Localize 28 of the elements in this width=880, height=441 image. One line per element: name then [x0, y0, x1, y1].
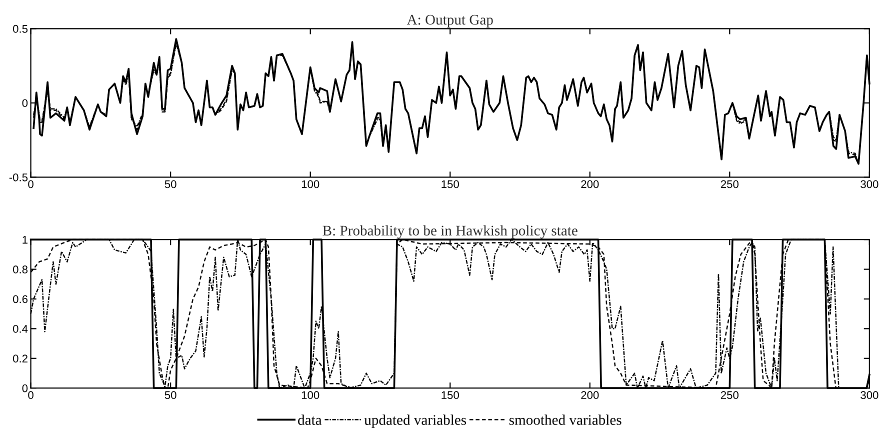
chart-title: B: Probability to be in Hawkish policy state: [322, 225, 578, 239]
chart-title: A: Output Gap: [406, 14, 493, 28]
x-tick-label: 0: [28, 180, 34, 188]
x-tick-label: 200: [581, 391, 599, 400]
legend-label: data: [298, 414, 322, 425]
y-tick-label: 0.4: [13, 324, 28, 333]
legend-label: smoothed variables: [509, 414, 622, 425]
x-tick-label: 50: [164, 391, 176, 400]
x-tick-label: 200: [581, 180, 599, 188]
x-tick-label: 300: [860, 180, 878, 188]
x-tick-label: 250: [720, 391, 738, 400]
x-tick-label: 150: [442, 391, 459, 400]
y-tick-label: 0.2: [13, 354, 28, 363]
y-tick-label: 0.6: [13, 295, 28, 304]
x-tick-label: 100: [302, 180, 320, 188]
y-tick-label: 0: [22, 384, 28, 392]
y-tick-label: 0.5: [13, 24, 28, 33]
x-tick-label: 100: [302, 391, 320, 400]
legend-label: updated variables: [364, 414, 466, 428]
x-tick-label: 250: [720, 180, 738, 188]
x-tick-label: 150: [442, 180, 459, 188]
x-tick-label: 300: [860, 391, 878, 400]
y-tick-label: -0.5: [9, 173, 28, 182]
y-tick-label: 0: [22, 99, 28, 108]
x-tick-label: 50: [164, 180, 176, 188]
y-tick-label: 1: [22, 236, 28, 244]
y-tick-label: 0.8: [13, 266, 28, 274]
x-tick-label: 0: [28, 391, 34, 400]
